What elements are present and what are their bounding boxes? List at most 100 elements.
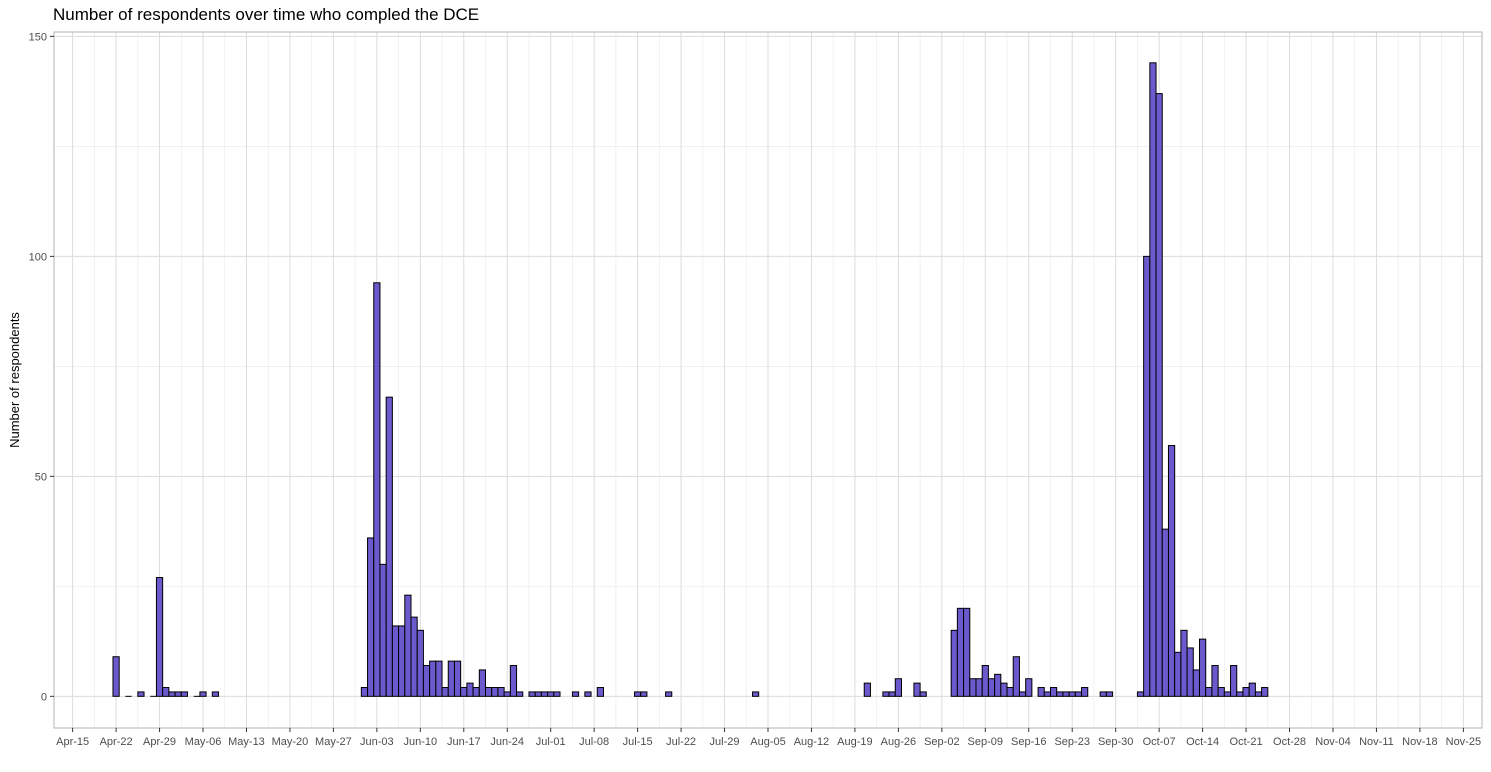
bar <box>379 563 387 697</box>
x-tick-label: Aug-26 <box>881 736 916 748</box>
bar <box>994 673 1002 697</box>
bar <box>634 691 642 697</box>
x-tick-label: May-27 <box>315 736 352 748</box>
y-tick-label: 150 <box>29 31 47 43</box>
bar <box>1230 665 1238 697</box>
x-tick-label: Oct-14 <box>1186 736 1219 748</box>
bar <box>1192 669 1201 697</box>
bar <box>404 594 412 697</box>
x-tick-label: Jun-17 <box>447 736 481 748</box>
bar <box>398 625 406 697</box>
bar <box>1081 687 1089 697</box>
bar <box>1236 691 1244 697</box>
bar <box>516 691 524 697</box>
x-tick-label: Oct-28 <box>1273 736 1306 748</box>
bar <box>441 687 449 697</box>
bar <box>956 607 965 697</box>
x-tick-label: Nov-04 <box>1315 736 1350 748</box>
bar <box>963 607 971 697</box>
bar <box>162 687 170 697</box>
grid-major-y <box>54 35 1482 697</box>
bar <box>509 665 518 697</box>
bar <box>888 691 896 697</box>
bar <box>422 665 431 697</box>
x-tick-label: Sep-02 <box>924 736 959 748</box>
bar <box>640 691 648 697</box>
x-tick-label: Apr-22 <box>100 736 133 748</box>
x-tick-label: Jun-10 <box>403 736 437 748</box>
bar <box>751 691 760 697</box>
y-tick-label: 0 <box>41 691 47 703</box>
bar <box>367 537 375 697</box>
bar <box>1143 255 1151 697</box>
bar <box>863 682 871 697</box>
bar <box>1205 687 1213 697</box>
bar <box>1012 656 1020 697</box>
bar <box>1217 687 1225 697</box>
bar <box>1043 691 1051 697</box>
x-tick-label: Apr-15 <box>56 736 89 748</box>
bar <box>1006 687 1014 697</box>
bar <box>1025 678 1033 697</box>
bar <box>460 687 468 697</box>
bar <box>1155 93 1163 697</box>
x-tick-label: Aug-05 <box>750 736 785 748</box>
bar <box>894 678 902 697</box>
bar <box>180 691 188 697</box>
x-tick-label: Apr-29 <box>143 736 176 748</box>
bar <box>1062 691 1070 697</box>
bars <box>112 62 1269 697</box>
bar <box>1149 62 1157 697</box>
x-tick-label: Jun-03 <box>360 736 394 748</box>
bar <box>596 687 604 697</box>
bar <box>503 691 511 697</box>
bar <box>1254 691 1263 697</box>
bar <box>969 678 977 697</box>
x-tick-label: Jul-29 <box>710 736 740 748</box>
bar <box>1167 445 1176 697</box>
bar <box>987 678 996 697</box>
x-tick-label: Jul-08 <box>579 736 609 748</box>
bar <box>1242 687 1250 697</box>
grid-major-x <box>72 32 1464 728</box>
x-tick-label: Oct-21 <box>1230 736 1263 748</box>
bar <box>950 629 958 697</box>
bar <box>571 691 580 697</box>
x-tick-label: Jun-24 <box>490 736 524 748</box>
bar <box>485 687 493 697</box>
x-tick-label: Aug-19 <box>837 736 872 748</box>
x-tick-label: Jul-22 <box>666 736 696 748</box>
y-tick-label: 50 <box>35 471 47 483</box>
bar <box>882 691 890 697</box>
bar <box>1248 682 1256 697</box>
bar <box>447 660 455 697</box>
bar <box>553 691 561 697</box>
bar <box>211 691 220 697</box>
x-tick-label: May-13 <box>228 736 265 748</box>
bar <box>1174 651 1182 697</box>
bar <box>540 691 549 697</box>
bar <box>360 687 369 697</box>
bar <box>1037 687 1045 697</box>
bar <box>174 691 182 697</box>
bar <box>1056 691 1064 697</box>
bar <box>168 691 176 697</box>
bar <box>429 660 437 697</box>
bar <box>1068 691 1076 697</box>
bar <box>665 691 673 697</box>
bar <box>981 665 989 697</box>
bar <box>919 691 927 697</box>
bar <box>547 691 555 697</box>
x-tick-label: Nov-25 <box>1446 736 1481 748</box>
y-tick-label: 100 <box>29 251 47 263</box>
bar <box>1186 647 1194 697</box>
x-tick-label: Oct-07 <box>1143 736 1176 748</box>
bar <box>466 682 474 697</box>
x-tick-label: Sep-30 <box>1098 736 1133 748</box>
bar <box>975 678 983 697</box>
bar <box>137 691 145 697</box>
bar <box>1074 691 1083 697</box>
x-tick-label: Aug-12 <box>794 736 829 748</box>
x-tick-label: Sep-23 <box>1054 736 1089 748</box>
